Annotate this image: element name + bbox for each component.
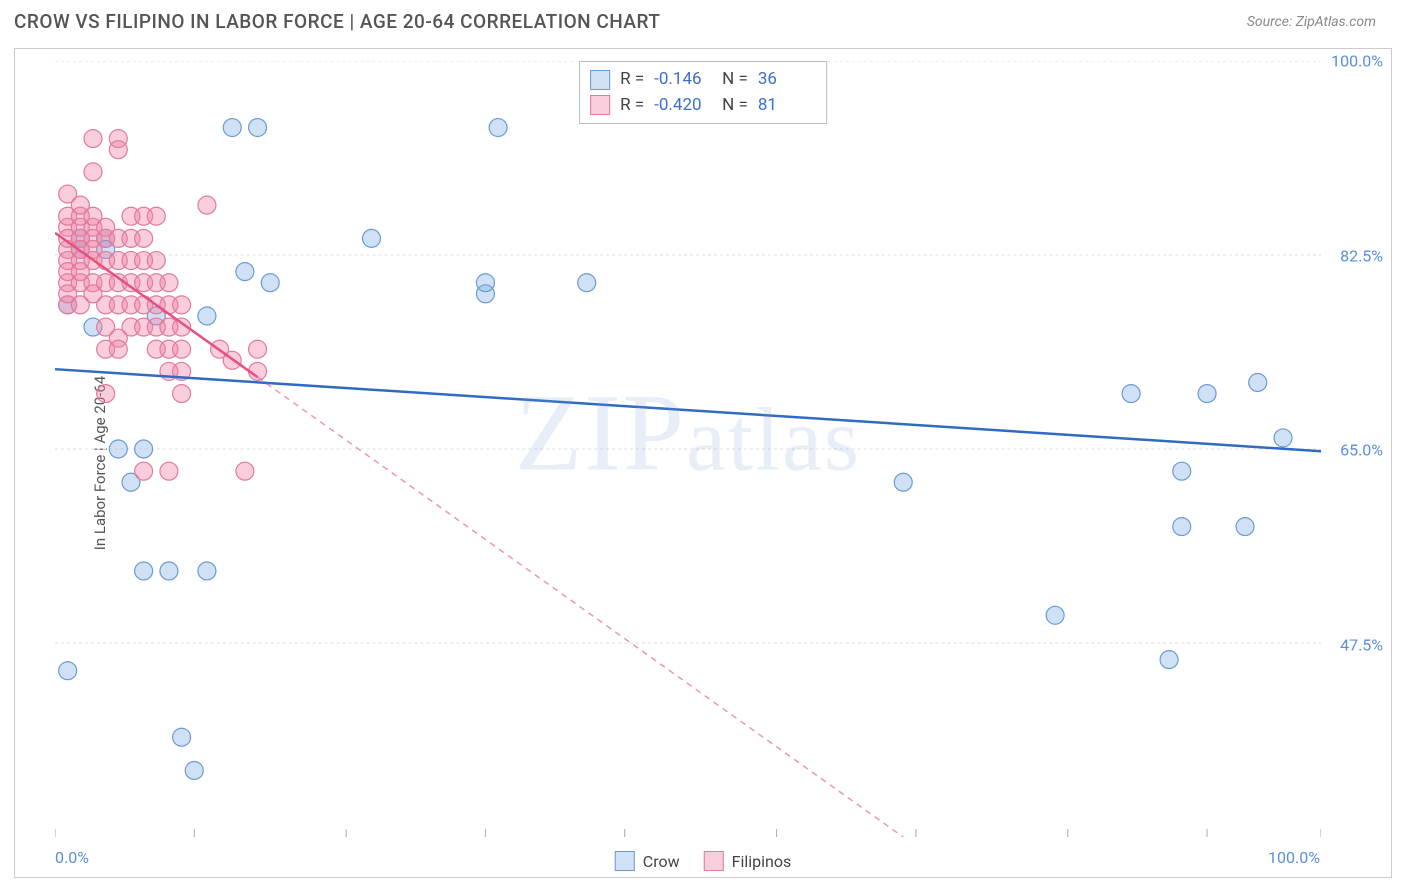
r-value-crow: -0.146 — [654, 67, 712, 93]
source-attribution: Source: ZipAtlas.com — [1247, 14, 1376, 30]
chart-header: CROW VS FILIPINO IN LABOR FORCE | AGE 20… — [0, 0, 1406, 38]
x-tick-label: 100.0% — [1268, 848, 1320, 867]
n-label: N = — [722, 67, 748, 93]
legend-swatch-filipinos — [704, 851, 724, 871]
legend-swatch-filipinos — [590, 95, 610, 115]
r-label: R = — [620, 67, 644, 93]
x-tick-label: 0.0% — [55, 848, 89, 867]
scatter-svg — [55, 61, 1321, 837]
series-legend: Crow Filipinos — [615, 851, 791, 871]
y-tick-label: 82.5% — [1340, 246, 1383, 265]
legend-row-crow: R = -0.146 N = 36 — [590, 67, 816, 93]
correlation-legend: R = -0.146 N = 36 R = -0.420 N = 81 — [579, 61, 827, 124]
n-value-filipinos: 81 — [758, 93, 816, 119]
n-value-crow: 36 — [758, 67, 816, 93]
plot-area: ZIPatlas — [55, 61, 1321, 837]
legend-label-filipinos: Filipinos — [732, 852, 792, 871]
y-tick-label: 100.0% — [1331, 52, 1383, 71]
legend-label-crow: Crow — [643, 852, 680, 871]
chart-container: In Labor Force | Age 20-64 ZIPatlas R = … — [14, 48, 1392, 878]
chart-title: CROW VS FILIPINO IN LABOR FORCE | AGE 20… — [14, 10, 660, 33]
legend-item-filipinos: Filipinos — [704, 851, 792, 871]
legend-row-filipinos: R = -0.420 N = 81 — [590, 93, 816, 119]
r-label: R = — [620, 93, 644, 119]
legend-item-crow: Crow — [615, 851, 680, 871]
r-value-filipinos: -0.420 — [654, 93, 712, 119]
y-tick-label: 47.5% — [1340, 635, 1383, 654]
legend-swatch-crow — [615, 851, 635, 871]
legend-swatch-crow — [590, 70, 610, 90]
y-tick-label: 65.0% — [1340, 441, 1383, 460]
n-label: N = — [722, 93, 748, 119]
